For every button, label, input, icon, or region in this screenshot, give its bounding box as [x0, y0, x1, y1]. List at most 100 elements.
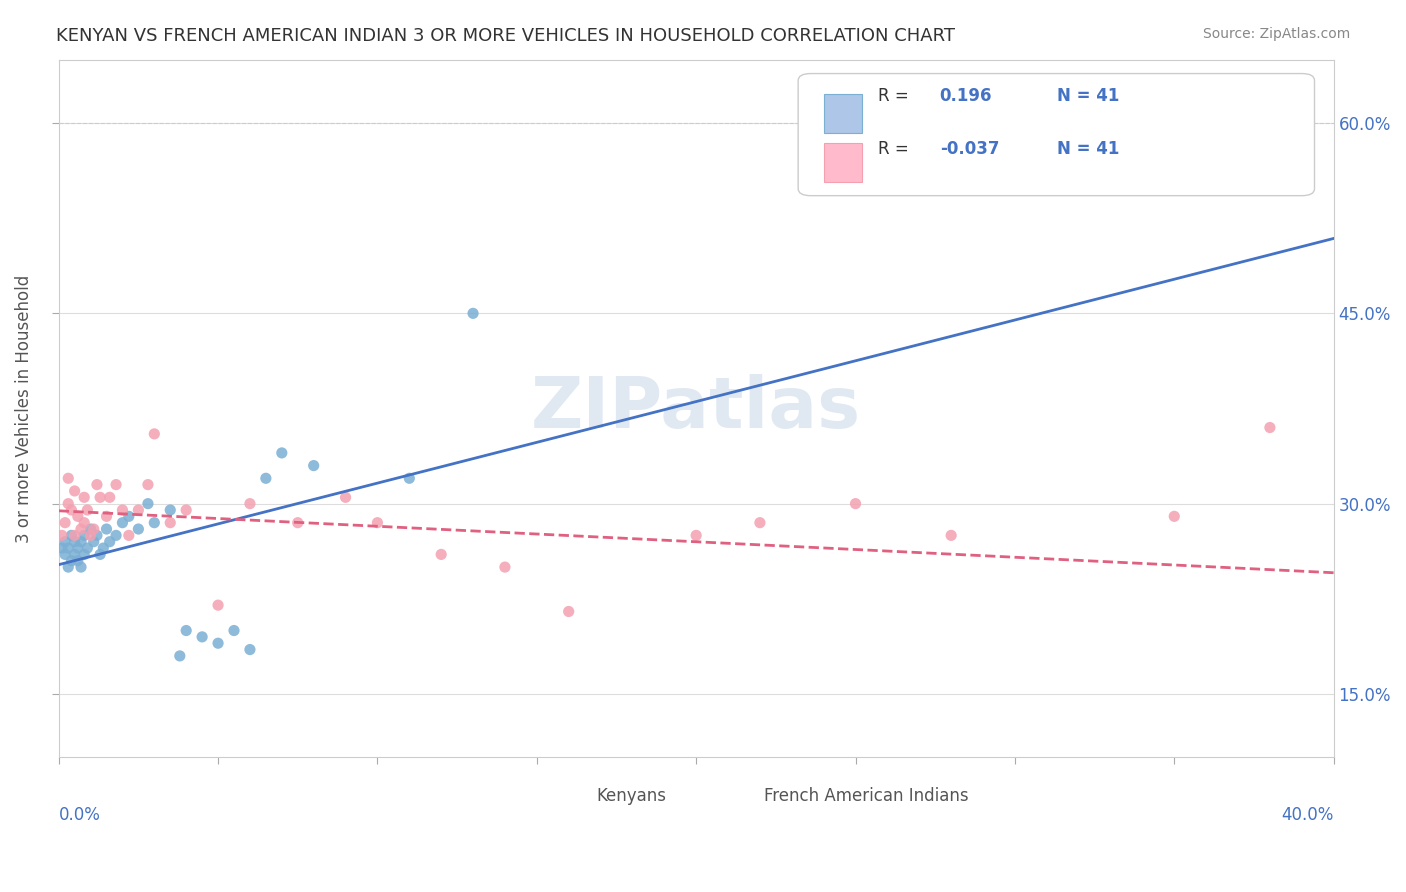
Point: [430, 548, 453, 562]
Bar: [550, 779, 588, 817]
Point: [53, 548, 76, 562]
Point: [136, 497, 159, 511]
Text: -0.037: -0.037: [939, 140, 1000, 158]
Point: [111, 516, 134, 530]
Point: [302, 458, 325, 473]
Point: [207, 598, 229, 612]
Text: N = 41: N = 41: [1057, 87, 1119, 105]
Point: [63, 528, 86, 542]
Point: [398, 471, 420, 485]
Text: 0.196: 0.196: [939, 87, 993, 105]
Point: [73, 491, 96, 505]
Point: [83, 534, 105, 549]
Point: [58, 560, 80, 574]
Point: [83, 522, 105, 536]
Point: [98, 534, 121, 549]
Point: [461, 306, 484, 320]
Point: [174, 624, 197, 638]
Point: [98, 491, 121, 505]
Point: [143, 426, 166, 441]
Point: [58, 471, 80, 485]
Point: [1258, 420, 1281, 434]
Point: [70, 522, 93, 536]
Point: [79, 522, 101, 536]
Point: [844, 497, 866, 511]
Text: KENYAN VS FRENCH AMERICAN INDIAN 3 OR MORE VEHICLES IN HOUSEHOLD CORRELATION CHA: KENYAN VS FRENCH AMERICAN INDIAN 3 OR MO…: [56, 27, 955, 45]
Point: [118, 528, 141, 542]
Point: [51, 528, 73, 542]
Point: [58, 497, 80, 511]
Point: [557, 605, 579, 619]
Point: [118, 509, 141, 524]
Point: [89, 491, 111, 505]
Point: [73, 528, 96, 542]
Point: [748, 516, 770, 530]
Point: [494, 560, 516, 574]
Point: [270, 446, 292, 460]
Point: [73, 548, 96, 562]
Point: [159, 516, 181, 530]
Bar: [716, 779, 754, 817]
Point: [60, 528, 83, 542]
Text: ZIPatlas: ZIPatlas: [531, 374, 862, 443]
Point: [66, 554, 89, 568]
Point: [207, 636, 229, 650]
Point: [63, 548, 86, 562]
Point: [169, 648, 191, 663]
Point: [53, 534, 76, 549]
Point: [191, 630, 214, 644]
Point: [70, 534, 93, 549]
Point: [685, 528, 707, 542]
Point: [105, 528, 128, 542]
Point: [66, 541, 89, 555]
Text: Kenyans: Kenyans: [596, 787, 666, 805]
Point: [287, 516, 309, 530]
Point: [1067, 795, 1090, 809]
Point: [143, 516, 166, 530]
Point: [127, 503, 149, 517]
Point: [174, 503, 197, 517]
Point: [939, 528, 962, 542]
Text: R =: R =: [879, 87, 914, 105]
Point: [79, 528, 101, 542]
Point: [86, 477, 108, 491]
FancyBboxPatch shape: [799, 73, 1315, 195]
Point: [366, 516, 388, 530]
Point: [111, 503, 134, 517]
Y-axis label: 3 or more Vehicles in Household: 3 or more Vehicles in Household: [15, 275, 32, 542]
Point: [222, 624, 245, 638]
Point: [96, 509, 118, 524]
Point: [51, 541, 73, 555]
Point: [66, 509, 89, 524]
Text: 0.0%: 0.0%: [59, 806, 101, 824]
Bar: [824, 144, 862, 182]
Point: [96, 522, 118, 536]
Point: [73, 516, 96, 530]
Point: [86, 528, 108, 542]
Point: [239, 497, 262, 511]
Point: [76, 503, 98, 517]
Text: N = 41: N = 41: [1057, 140, 1119, 158]
Point: [60, 554, 83, 568]
Point: [60, 503, 83, 517]
Point: [159, 503, 181, 517]
Point: [91, 541, 114, 555]
Point: [239, 642, 262, 657]
Point: [105, 477, 128, 491]
Point: [1163, 509, 1185, 524]
Point: [63, 483, 86, 498]
Point: [70, 560, 93, 574]
Text: R =: R =: [879, 140, 914, 158]
Point: [127, 522, 149, 536]
Point: [254, 471, 277, 485]
Point: [76, 541, 98, 555]
Point: [58, 541, 80, 555]
Text: French American Indians: French American Indians: [763, 787, 969, 805]
Point: [53, 516, 76, 530]
Text: 40.0%: 40.0%: [1281, 806, 1334, 824]
Text: Source: ZipAtlas.com: Source: ZipAtlas.com: [1202, 27, 1350, 41]
Point: [89, 548, 111, 562]
Point: [335, 491, 357, 505]
Point: [136, 477, 159, 491]
Point: [63, 534, 86, 549]
